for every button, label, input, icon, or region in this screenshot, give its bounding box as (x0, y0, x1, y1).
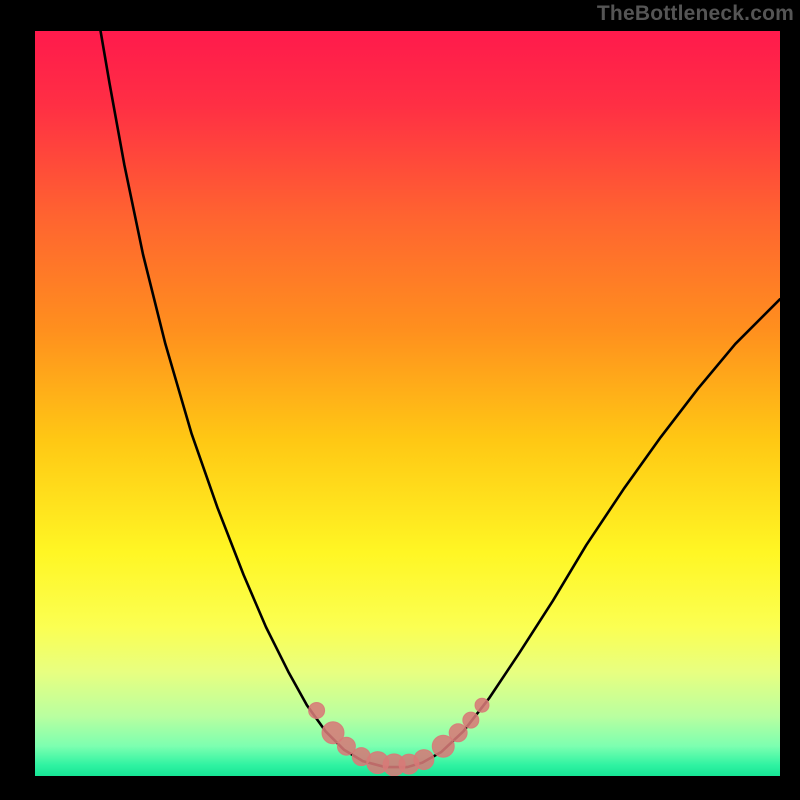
marker-dot (463, 712, 479, 728)
chart-frame: TheBottleneck.com (0, 0, 800, 800)
marker-dot (337, 737, 355, 755)
chart-svg (0, 0, 800, 800)
marker-dot (414, 750, 434, 770)
watermark-text: TheBottleneck.com (597, 2, 794, 26)
plot-background (35, 31, 780, 776)
marker-dot (475, 698, 489, 712)
marker-dot (449, 724, 467, 742)
marker-dot (309, 702, 325, 718)
